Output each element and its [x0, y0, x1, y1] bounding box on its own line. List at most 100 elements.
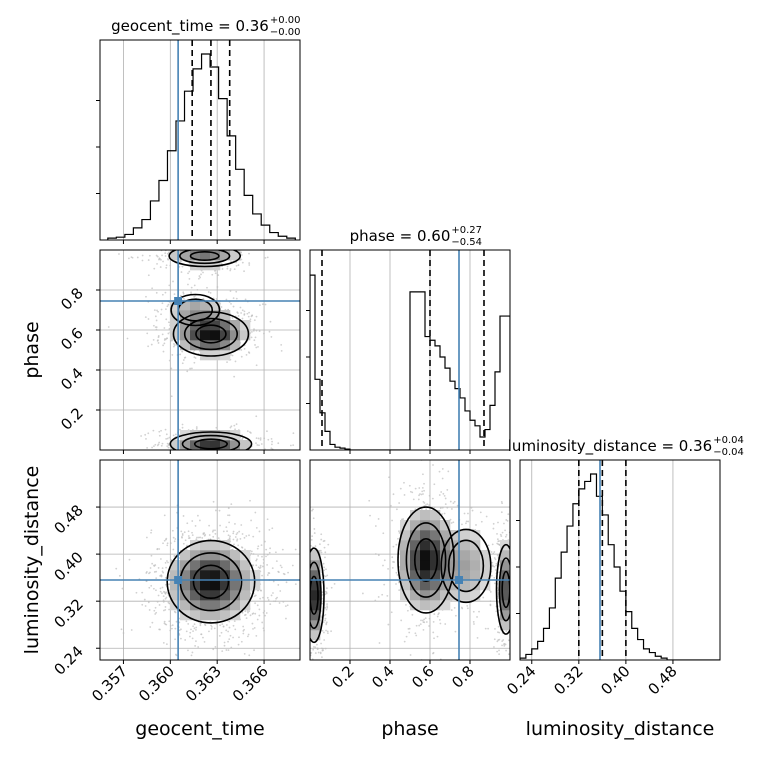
scatter-point	[388, 476, 390, 479]
scatter-point	[397, 537, 399, 540]
scatter-point	[195, 538, 198, 541]
scatter-point	[148, 572, 150, 575]
scatter-point	[516, 606, 518, 608]
scatter-point	[162, 350, 165, 353]
scatter-point	[245, 456, 247, 458]
scatter-point	[452, 502, 455, 505]
scatter-point	[256, 618, 259, 621]
scatter-point	[250, 451, 252, 453]
scatter-point	[511, 638, 513, 640]
density-cell	[170, 250, 181, 261]
scatter-point	[383, 559, 386, 562]
scatter-point	[503, 522, 505, 525]
density-cell	[410, 520, 421, 531]
scatter-point	[216, 246, 218, 248]
scatter-point	[304, 617, 306, 619]
density-cell	[400, 560, 411, 571]
density-cell	[170, 300, 181, 311]
scatter-point	[235, 297, 238, 300]
scatter-point	[304, 594, 306, 596]
scatter-point	[515, 555, 517, 557]
scatter-point	[203, 640, 206, 643]
scatter-point	[261, 303, 264, 306]
scatter-point	[151, 562, 154, 565]
scatter-point	[305, 574, 307, 576]
ylabel-luminosity-distance: luminosity_distance	[21, 466, 43, 655]
density-cell	[240, 560, 251, 571]
scatter-point	[241, 437, 244, 440]
scatter-point	[266, 518, 269, 521]
scatter-point	[190, 242, 192, 244]
scatter-point	[439, 622, 442, 625]
scatter-point	[324, 606, 327, 609]
scatter-point	[487, 544, 490, 547]
scatter-point	[167, 583, 170, 586]
scatter-point	[330, 586, 333, 589]
scatter-point	[326, 632, 329, 635]
scatter-point	[498, 540, 501, 542]
scatter-point	[236, 538, 239, 541]
contour-line	[195, 324, 227, 344]
contour-line	[183, 317, 238, 351]
scatter-point	[241, 533, 244, 535]
scatter-point	[216, 246, 218, 248]
scatter-point	[280, 349, 283, 352]
scatter-point	[489, 600, 492, 603]
scatter-point	[164, 623, 167, 626]
scatter-point	[306, 591, 308, 593]
scatter-point	[282, 601, 285, 603]
scatter-point	[135, 591, 138, 594]
scatter-point	[449, 500, 452, 503]
density-cell	[310, 560, 321, 571]
scatter-point	[269, 320, 272, 323]
scatter-point	[193, 295, 196, 298]
contour-line	[440, 528, 492, 604]
scatter-point	[240, 312, 243, 314]
scatter-point	[501, 644, 503, 647]
scatter-point	[314, 646, 317, 649]
scatter-point	[326, 574, 329, 577]
scatter-point	[171, 354, 174, 356]
scatter-point	[195, 628, 197, 631]
scatter-point	[145, 438, 147, 440]
density-cell	[420, 520, 431, 531]
scatter-point	[456, 504, 459, 507]
density-cell	[220, 320, 231, 331]
scatter-point	[236, 532, 239, 534]
scatter-point	[187, 649, 189, 652]
scatter-point	[179, 260, 182, 262]
scatter-point	[253, 649, 255, 652]
density-cell	[420, 590, 431, 601]
scatter-point	[220, 631, 223, 634]
scatter-point	[162, 609, 165, 612]
scatter-point	[147, 318, 150, 320]
scatter-point	[221, 452, 223, 454]
scatter-point	[168, 436, 171, 439]
scatter-point	[313, 668, 315, 670]
density-cell	[440, 590, 451, 601]
density-cell	[210, 310, 221, 321]
scatter-point	[331, 661, 333, 663]
density-cell	[480, 550, 491, 561]
scatter-point	[197, 514, 199, 517]
scatter-point	[411, 491, 414, 494]
density-cell	[400, 530, 411, 541]
scatter-point	[158, 441, 161, 444]
scatter-point	[190, 654, 193, 657]
scatter-point	[432, 464, 434, 466]
density-cell	[430, 530, 441, 541]
scatter-point	[180, 530, 183, 533]
scatter-point	[490, 574, 493, 577]
scatter-point	[303, 621, 305, 623]
scatter-point	[497, 669, 499, 671]
scatter-point	[218, 634, 221, 637]
scatter-point	[447, 470, 450, 473]
scatter-point	[505, 649, 508, 652]
scatter-point	[182, 297, 185, 300]
scatter-point	[284, 605, 287, 608]
scatter-point	[245, 535, 248, 537]
scatter-point	[249, 499, 251, 502]
scatter-point	[312, 679, 314, 681]
scatter-point	[432, 651, 435, 654]
scatter-point	[195, 426, 198, 428]
